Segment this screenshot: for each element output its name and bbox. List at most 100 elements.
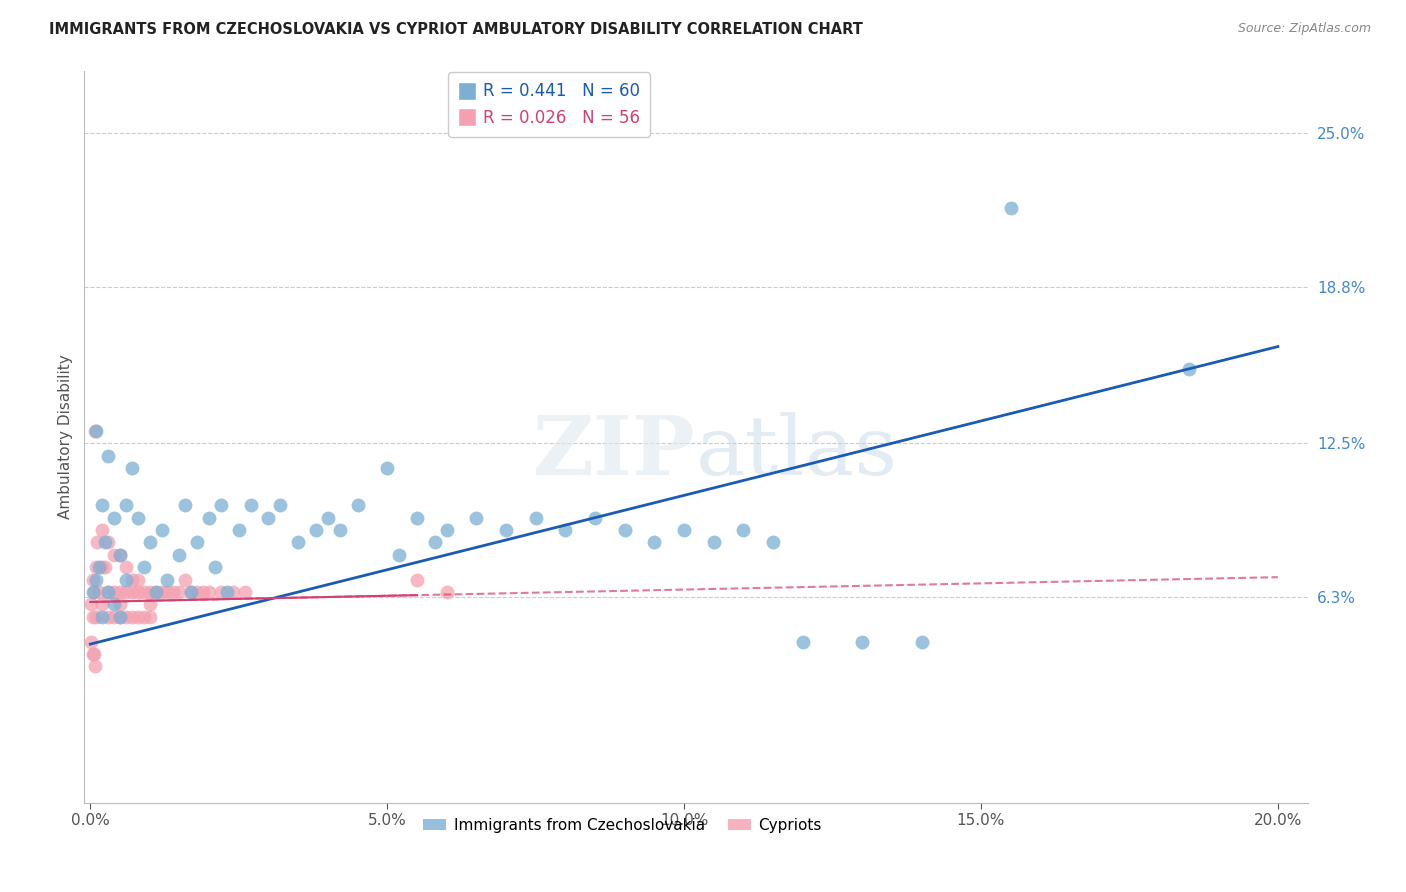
Point [127, 585, 149, 599]
Point [115, 560, 138, 574]
Point [108, 610, 131, 624]
Point [180, 585, 202, 599]
Point [108, 598, 131, 612]
Point [222, 585, 245, 599]
Point [84, 659, 107, 673]
Point [162, 585, 184, 599]
Point [97, 585, 120, 599]
Point [138, 610, 160, 624]
Point [121, 461, 143, 475]
Point [150, 523, 173, 537]
Point [733, 523, 755, 537]
Point [228, 523, 250, 537]
Point [94, 560, 117, 574]
Point [186, 535, 208, 549]
Point [127, 573, 149, 587]
Point [82, 610, 104, 624]
Point [174, 498, 197, 512]
Point [127, 510, 149, 524]
Point [84, 573, 107, 587]
Point [388, 548, 411, 562]
Point [89, 560, 111, 574]
Point [583, 510, 606, 524]
Point [108, 548, 131, 562]
Point [1000, 201, 1022, 215]
Text: Source: ZipAtlas.com: Source: ZipAtlas.com [1237, 22, 1371, 36]
Point [156, 585, 179, 599]
Point [108, 585, 131, 599]
Point [138, 585, 160, 599]
Point [156, 573, 179, 587]
Point [84, 424, 107, 438]
Point [287, 535, 309, 549]
Point [792, 634, 814, 648]
Y-axis label: Ambulatory Disability: Ambulatory Disability [58, 355, 73, 519]
Point [84, 424, 107, 438]
Point [406, 573, 429, 587]
Point [121, 610, 143, 624]
Point [145, 585, 167, 599]
Point [174, 573, 197, 587]
Point [198, 510, 221, 524]
Point [269, 498, 291, 512]
Point [209, 498, 232, 512]
Point [127, 610, 149, 624]
Point [80, 598, 103, 612]
Point [108, 548, 131, 562]
Point [121, 585, 143, 599]
Point [305, 523, 328, 537]
Point [103, 598, 125, 612]
Point [150, 585, 173, 599]
Point [186, 585, 208, 599]
Point [91, 598, 114, 612]
Point [406, 510, 429, 524]
Text: ZIP: ZIP [533, 412, 696, 491]
Point [524, 510, 547, 524]
Point [132, 585, 155, 599]
Point [97, 610, 120, 624]
Point [465, 510, 488, 524]
Point [1178, 362, 1201, 376]
Point [83, 585, 105, 599]
Point [83, 647, 105, 661]
Point [82, 585, 104, 599]
Point [132, 610, 155, 624]
Point [145, 585, 167, 599]
Point [86, 535, 108, 549]
Point [91, 610, 114, 624]
Point [851, 634, 873, 648]
Point [115, 585, 138, 599]
Point [215, 585, 238, 599]
Point [103, 548, 125, 562]
Point [138, 598, 160, 612]
Point [910, 634, 932, 648]
Point [198, 585, 221, 599]
Point [346, 498, 368, 512]
Point [103, 510, 125, 524]
Point [233, 585, 256, 599]
Point [204, 560, 226, 574]
Point [82, 647, 104, 661]
Point [436, 523, 458, 537]
Point [423, 535, 446, 549]
Point [97, 535, 120, 549]
Point [554, 523, 576, 537]
Point [89, 585, 111, 599]
Point [121, 573, 143, 587]
Point [138, 535, 160, 549]
Point [91, 560, 114, 574]
Point [84, 560, 107, 574]
Point [97, 449, 120, 463]
Point [115, 498, 138, 512]
Point [495, 523, 517, 537]
Point [82, 573, 104, 587]
Point [643, 535, 665, 549]
Text: atlas: atlas [696, 412, 898, 491]
Point [103, 610, 125, 624]
Point [103, 585, 125, 599]
Legend: Immigrants from Czechoslovakia, Cypriots: Immigrants from Czechoslovakia, Cypriots [418, 812, 828, 839]
Point [180, 585, 202, 599]
Point [84, 610, 107, 624]
Point [132, 560, 155, 574]
Point [115, 610, 138, 624]
